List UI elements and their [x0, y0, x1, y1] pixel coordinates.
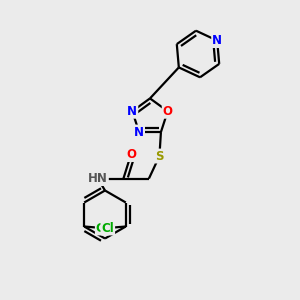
- Text: Cl: Cl: [101, 221, 114, 235]
- Text: N: N: [127, 105, 137, 118]
- Text: O: O: [126, 148, 136, 161]
- Text: O: O: [163, 105, 173, 118]
- Text: Cl: Cl: [96, 221, 109, 235]
- Text: N: N: [134, 125, 144, 139]
- Text: N: N: [212, 34, 222, 47]
- Text: S: S: [155, 149, 164, 163]
- Text: HN: HN: [88, 172, 108, 185]
